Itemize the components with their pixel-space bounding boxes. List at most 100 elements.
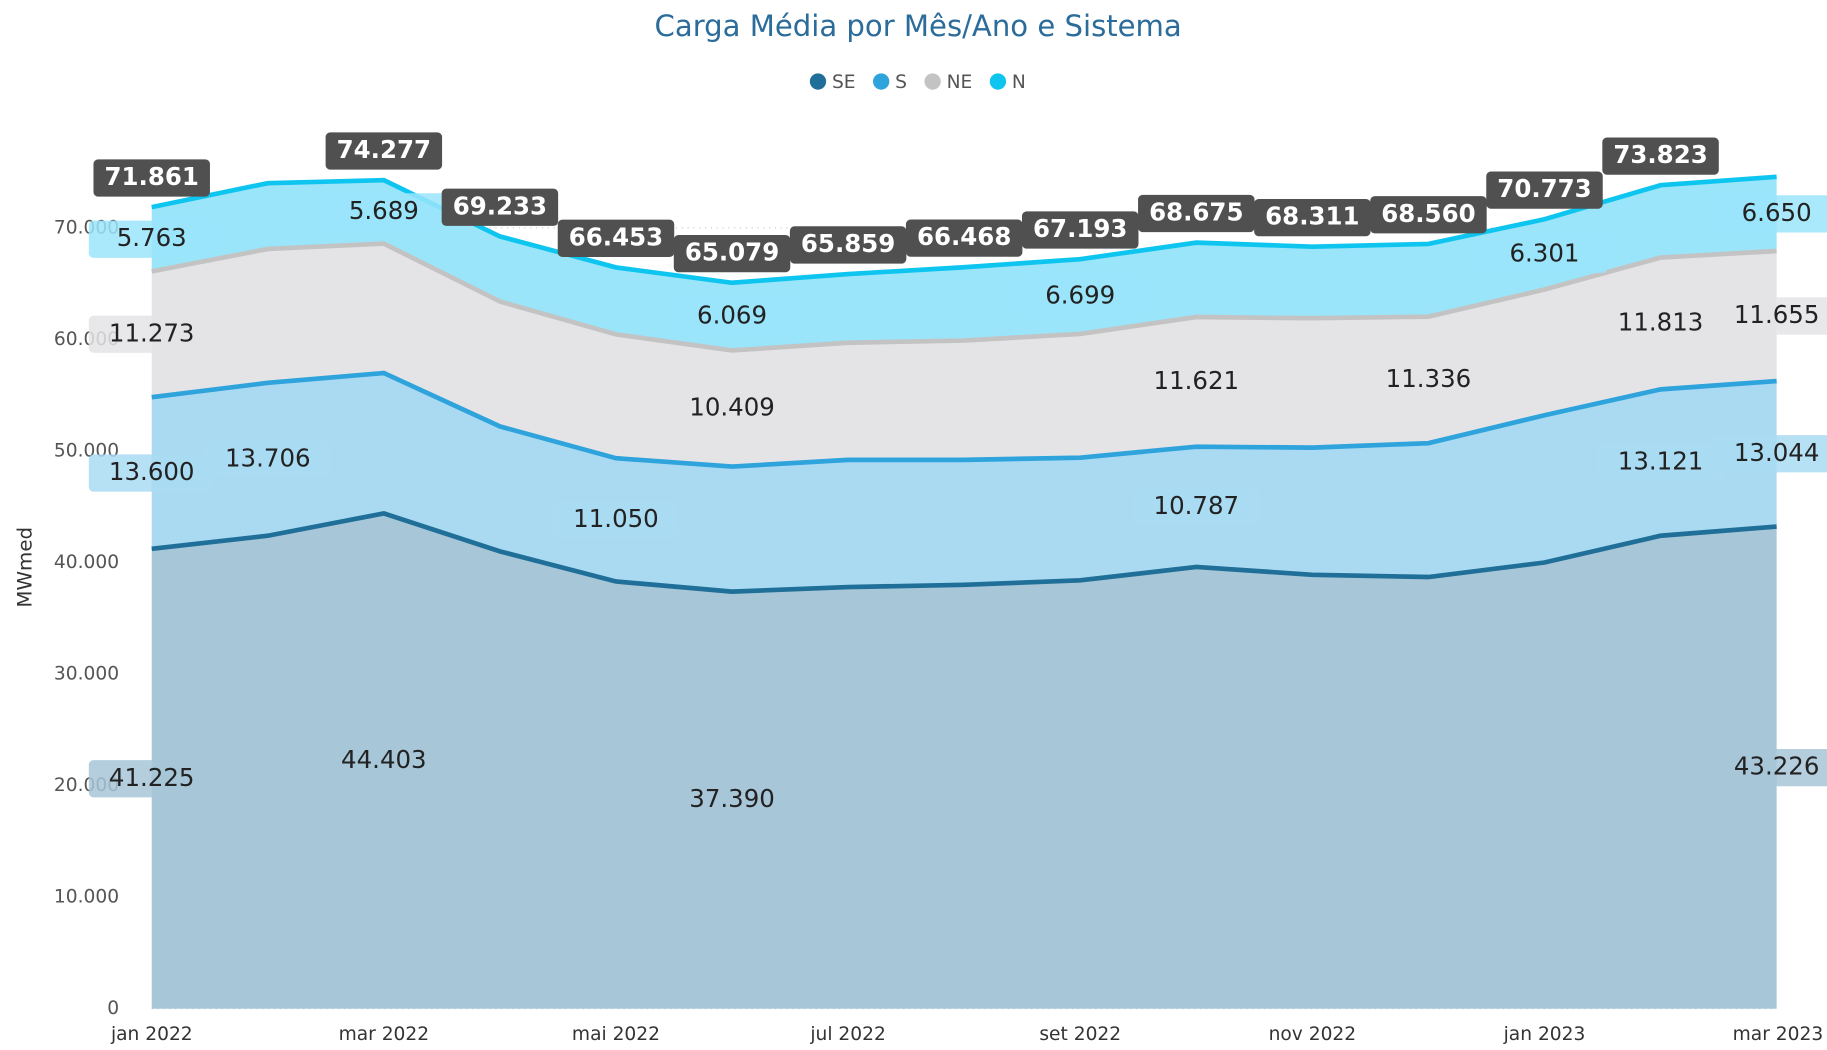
data-label: 6.069 [697, 301, 767, 330]
x-tick-label: mai 2022 [572, 1024, 660, 1045]
data-label: 11.813 [1618, 307, 1704, 336]
label-box [88, 220, 215, 258]
area [151, 176, 1777, 351]
total-label: 67.193 [1033, 214, 1127, 243]
y-tick-label: 10.000 [54, 887, 119, 908]
total-box [789, 226, 907, 264]
data-label: 6.301 [1509, 238, 1579, 267]
data-label: 13.706 [225, 443, 311, 472]
data-label: 13.600 [109, 457, 195, 486]
y-axis-title: MWmed [13, 527, 36, 608]
data-label: 37.390 [689, 784, 775, 813]
label-box [204, 440, 331, 478]
x-tick-label: jan 2022 [110, 1024, 193, 1045]
total-label: 69.233 [453, 191, 547, 220]
legend-marker [873, 73, 890, 90]
areas [151, 176, 1777, 1009]
x-tick-label: jul 2022 [809, 1024, 885, 1045]
labels: 41.225 44.403 37.390 43.226 13.600 13.706 11.0… [88, 132, 1827, 819]
total-box [1602, 137, 1719, 175]
label-box [1713, 748, 1827, 787]
data-label: 11.273 [109, 318, 195, 347]
total-label: 68.311 [1265, 202, 1359, 231]
label-box [1481, 235, 1608, 274]
data-label: 5.689 [349, 196, 419, 225]
legend-label: N [1012, 72, 1026, 93]
total-box [1021, 211, 1139, 249]
x-tick-label: jan 2023 [1503, 1024, 1586, 1045]
data-label: 41.225 [109, 763, 195, 792]
total-box [325, 132, 443, 170]
label-box [553, 501, 679, 539]
data-label: 6.699 [1045, 281, 1115, 310]
line [151, 510, 1777, 594]
legend-label: SE [832, 72, 856, 93]
data-label: 11.655 [1734, 300, 1820, 329]
data-label: 43.226 [1734, 752, 1820, 781]
total-box [905, 219, 1023, 257]
data-label: 11.336 [1386, 364, 1472, 393]
total-label: 66.468 [917, 222, 1011, 251]
label-box [669, 297, 795, 336]
label-box [320, 742, 447, 780]
total-label: 74.277 [337, 135, 431, 164]
line [151, 241, 1777, 353]
y-tick-label: 40.000 [54, 552, 119, 573]
y-tick-label: 30.000 [54, 664, 119, 685]
data-label: 13.121 [1618, 447, 1704, 476]
label-box [1597, 443, 1724, 482]
legend-marker [809, 73, 827, 90]
area [151, 513, 1777, 1009]
total-box [441, 188, 559, 226]
data-label: 10.409 [689, 393, 775, 422]
total-label: 66.453 [569, 222, 663, 251]
x-tick-label: set 2022 [1039, 1024, 1121, 1045]
total-label: 68.675 [1149, 198, 1243, 227]
line [151, 370, 1777, 469]
total-box [93, 159, 210, 197]
x-tick-label: mar 2023 [1733, 1024, 1824, 1045]
label-box [1713, 297, 1827, 335]
total-label: 73.823 [1613, 140, 1707, 169]
total-label: 70.773 [1497, 174, 1591, 203]
data-label: 44.403 [341, 745, 427, 774]
total-box [1370, 196, 1487, 234]
label-box [1713, 435, 1827, 473]
legend-marker [989, 73, 1007, 90]
data-label: 11.621 [1154, 366, 1240, 395]
total-box [557, 219, 675, 257]
total-box [1138, 194, 1255, 233]
label-box [1133, 488, 1260, 526]
label-box [669, 389, 795, 428]
data-label: 10.787 [1154, 491, 1240, 520]
label-box [88, 454, 215, 492]
label-box [669, 781, 795, 819]
x-tick-label: mar 2022 [339, 1024, 430, 1045]
total-label: 65.859 [801, 229, 895, 258]
data-label: 6.650 [1742, 198, 1812, 227]
lines [151, 174, 1777, 594]
total-box [1486, 171, 1603, 209]
total-box [673, 234, 791, 273]
label-box [1597, 304, 1724, 343]
label-box [320, 193, 447, 231]
total-label: 71.861 [105, 162, 199, 191]
legend-label: S [895, 72, 907, 93]
label-box [1017, 277, 1144, 316]
data-label: 11.050 [573, 504, 659, 533]
x-tick-label: nov 2022 [1269, 1024, 1357, 1045]
label-box [88, 760, 215, 798]
total-label: 68.560 [1381, 199, 1475, 228]
total-label: 65.079 [685, 238, 779, 267]
y-tick-label: 0 [107, 998, 119, 1019]
data-label: 5.763 [117, 223, 187, 252]
area [151, 243, 1777, 467]
data-label: 13.044 [1734, 438, 1820, 467]
label-box [1133, 363, 1260, 401]
label-box [88, 315, 215, 353]
label-box [1365, 361, 1492, 399]
legend-label: NE [947, 72, 973, 93]
chart-title: Carga Média por Mês/Ano e Sistema [655, 9, 1182, 43]
